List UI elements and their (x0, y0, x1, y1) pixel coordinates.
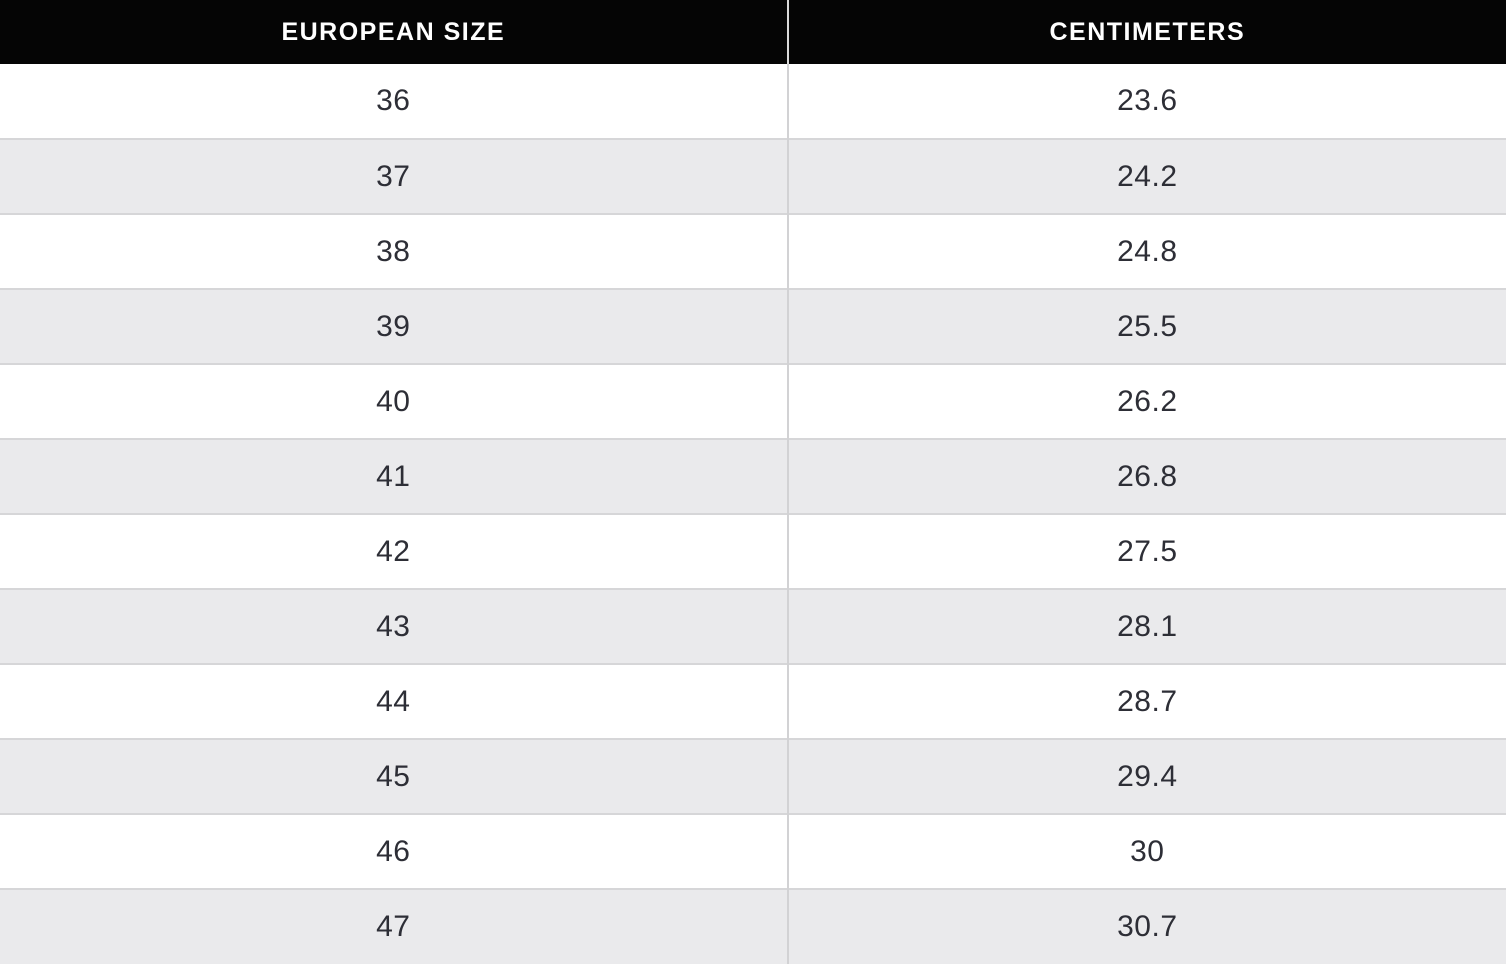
cm-cell: 24.8 (787, 213, 1506, 289)
size-cell: 44 (0, 663, 789, 739)
size-cell: 47 (0, 888, 789, 964)
header-row: EUROPEAN SIZE CENTIMETERS (0, 0, 1506, 64)
column-header-centimeters: CENTIMETERS (787, 0, 1506, 64)
table-row: 45 29.4 (0, 738, 1506, 814)
size-cell: 40 (0, 363, 789, 439)
cm-cell: 29.4 (787, 738, 1506, 814)
table-row: 37 24.2 (0, 138, 1506, 214)
size-cell: 45 (0, 738, 789, 814)
cm-cell: 26.2 (787, 363, 1506, 439)
table-row: 44 28.7 (0, 663, 1506, 739)
table-body: 36 23.6 37 24.2 38 24.8 39 25.5 40 26.2 41 26.8 42 27… (0, 64, 1506, 964)
cm-cell: 23.6 (787, 64, 1506, 139)
column-header-european-size: EUROPEAN SIZE (0, 0, 789, 64)
cm-cell: 26.8 (787, 438, 1506, 514)
table-row: 39 25.5 (0, 288, 1506, 364)
cm-cell: 27.5 (787, 513, 1506, 589)
table-row: 43 28.1 (0, 588, 1506, 664)
size-cell: 37 (0, 138, 789, 214)
cm-cell: 30 (787, 813, 1506, 889)
size-cell: 46 (0, 813, 789, 889)
table-row: 38 24.8 (0, 213, 1506, 289)
table-row: 41 26.8 (0, 438, 1506, 514)
size-cell: 38 (0, 213, 789, 289)
size-cell: 39 (0, 288, 789, 364)
table-row: 40 26.2 (0, 363, 1506, 439)
size-cell: 42 (0, 513, 789, 589)
table-header: EUROPEAN SIZE CENTIMETERS (0, 0, 1506, 64)
cm-cell: 30.7 (787, 888, 1506, 964)
table-row: 36 23.6 (0, 64, 1506, 139)
size-cell: 41 (0, 438, 789, 514)
size-cell: 43 (0, 588, 789, 664)
table-row: 46 30 (0, 813, 1506, 889)
cm-cell: 28.7 (787, 663, 1506, 739)
cm-cell: 24.2 (787, 138, 1506, 214)
size-cell: 36 (0, 64, 789, 139)
cm-cell: 25.5 (787, 288, 1506, 364)
table-row: 42 27.5 (0, 513, 1506, 589)
cm-cell: 28.1 (787, 588, 1506, 664)
table-row: 47 30.7 (0, 888, 1506, 964)
